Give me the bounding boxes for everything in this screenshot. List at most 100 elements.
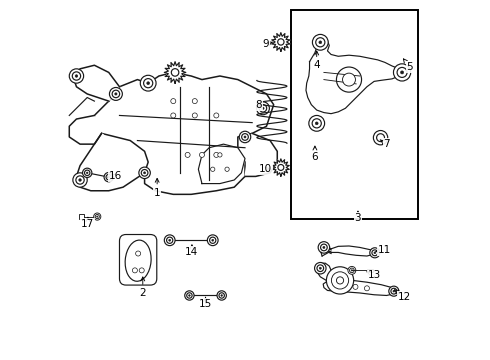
Circle shape xyxy=(140,75,156,91)
Circle shape xyxy=(187,293,192,298)
Circle shape xyxy=(259,104,267,112)
Circle shape xyxy=(219,293,224,298)
Circle shape xyxy=(278,165,284,170)
Circle shape xyxy=(318,242,330,253)
Text: 11: 11 xyxy=(376,245,392,255)
Circle shape xyxy=(132,268,137,273)
Circle shape xyxy=(391,288,397,294)
Circle shape xyxy=(115,93,117,95)
Circle shape xyxy=(373,131,388,145)
Circle shape xyxy=(389,286,399,296)
Circle shape xyxy=(139,167,150,179)
Circle shape xyxy=(309,116,324,131)
Text: 12: 12 xyxy=(394,290,411,302)
Circle shape xyxy=(84,170,90,176)
Text: 10: 10 xyxy=(259,164,272,174)
Circle shape xyxy=(317,265,323,271)
Circle shape xyxy=(337,277,343,284)
Circle shape xyxy=(278,39,284,45)
Circle shape xyxy=(94,213,101,220)
Circle shape xyxy=(210,237,216,243)
Circle shape xyxy=(393,64,411,81)
FancyBboxPatch shape xyxy=(120,234,157,285)
Circle shape xyxy=(76,176,84,184)
Circle shape xyxy=(372,250,378,256)
Text: 3: 3 xyxy=(355,211,361,222)
Circle shape xyxy=(212,239,214,241)
Circle shape xyxy=(225,167,229,171)
Circle shape xyxy=(171,113,176,118)
Polygon shape xyxy=(317,263,331,281)
Circle shape xyxy=(323,246,325,248)
Circle shape xyxy=(319,41,322,44)
Text: 9: 9 xyxy=(263,40,272,49)
Circle shape xyxy=(262,107,264,109)
Circle shape xyxy=(169,239,171,241)
Circle shape xyxy=(108,176,110,178)
Circle shape xyxy=(185,291,194,300)
Polygon shape xyxy=(272,159,289,176)
Circle shape xyxy=(374,252,376,254)
Circle shape xyxy=(97,216,98,217)
Circle shape xyxy=(337,67,362,92)
Circle shape xyxy=(370,248,380,258)
Circle shape xyxy=(312,119,321,128)
Circle shape xyxy=(112,90,120,98)
Circle shape xyxy=(73,72,81,80)
FancyBboxPatch shape xyxy=(79,215,84,219)
Circle shape xyxy=(320,244,327,251)
Circle shape xyxy=(218,153,222,157)
Circle shape xyxy=(185,152,190,157)
Circle shape xyxy=(144,78,153,88)
Circle shape xyxy=(348,266,356,274)
Circle shape xyxy=(141,170,148,176)
Circle shape xyxy=(95,215,99,219)
Circle shape xyxy=(192,99,197,104)
Circle shape xyxy=(214,113,219,118)
Text: 1: 1 xyxy=(154,179,160,198)
Circle shape xyxy=(109,87,122,100)
Polygon shape xyxy=(164,62,186,83)
Text: 14: 14 xyxy=(185,245,198,257)
Circle shape xyxy=(377,134,385,141)
Circle shape xyxy=(319,267,321,269)
Bar xyxy=(367,269,373,272)
Circle shape xyxy=(75,75,78,77)
Circle shape xyxy=(147,82,149,85)
Circle shape xyxy=(139,268,144,273)
Circle shape xyxy=(221,294,222,296)
Text: 17: 17 xyxy=(81,217,95,229)
Circle shape xyxy=(69,69,84,83)
Circle shape xyxy=(400,71,404,74)
Circle shape xyxy=(326,267,354,294)
Circle shape xyxy=(351,270,353,271)
Text: 13: 13 xyxy=(367,270,381,280)
Circle shape xyxy=(244,136,246,138)
Circle shape xyxy=(164,235,175,246)
Circle shape xyxy=(82,168,92,177)
Circle shape xyxy=(211,167,215,171)
Text: 16: 16 xyxy=(109,171,122,181)
Text: 2: 2 xyxy=(140,277,146,298)
Polygon shape xyxy=(272,33,290,51)
Circle shape xyxy=(397,67,407,77)
Circle shape xyxy=(171,99,176,104)
Bar xyxy=(291,10,418,220)
Polygon shape xyxy=(323,280,395,296)
Polygon shape xyxy=(245,134,277,176)
Polygon shape xyxy=(76,134,145,191)
Circle shape xyxy=(239,131,251,143)
Circle shape xyxy=(73,173,87,187)
Circle shape xyxy=(167,237,173,243)
Text: 5: 5 xyxy=(403,59,413,72)
Polygon shape xyxy=(95,72,274,194)
Circle shape xyxy=(189,294,190,296)
Circle shape xyxy=(331,272,349,289)
Text: 6: 6 xyxy=(312,146,318,162)
Circle shape xyxy=(256,102,270,115)
Circle shape xyxy=(144,172,146,174)
Polygon shape xyxy=(306,40,401,114)
Circle shape xyxy=(192,113,197,118)
Text: 4: 4 xyxy=(314,51,320,70)
Text: 8: 8 xyxy=(255,100,262,110)
